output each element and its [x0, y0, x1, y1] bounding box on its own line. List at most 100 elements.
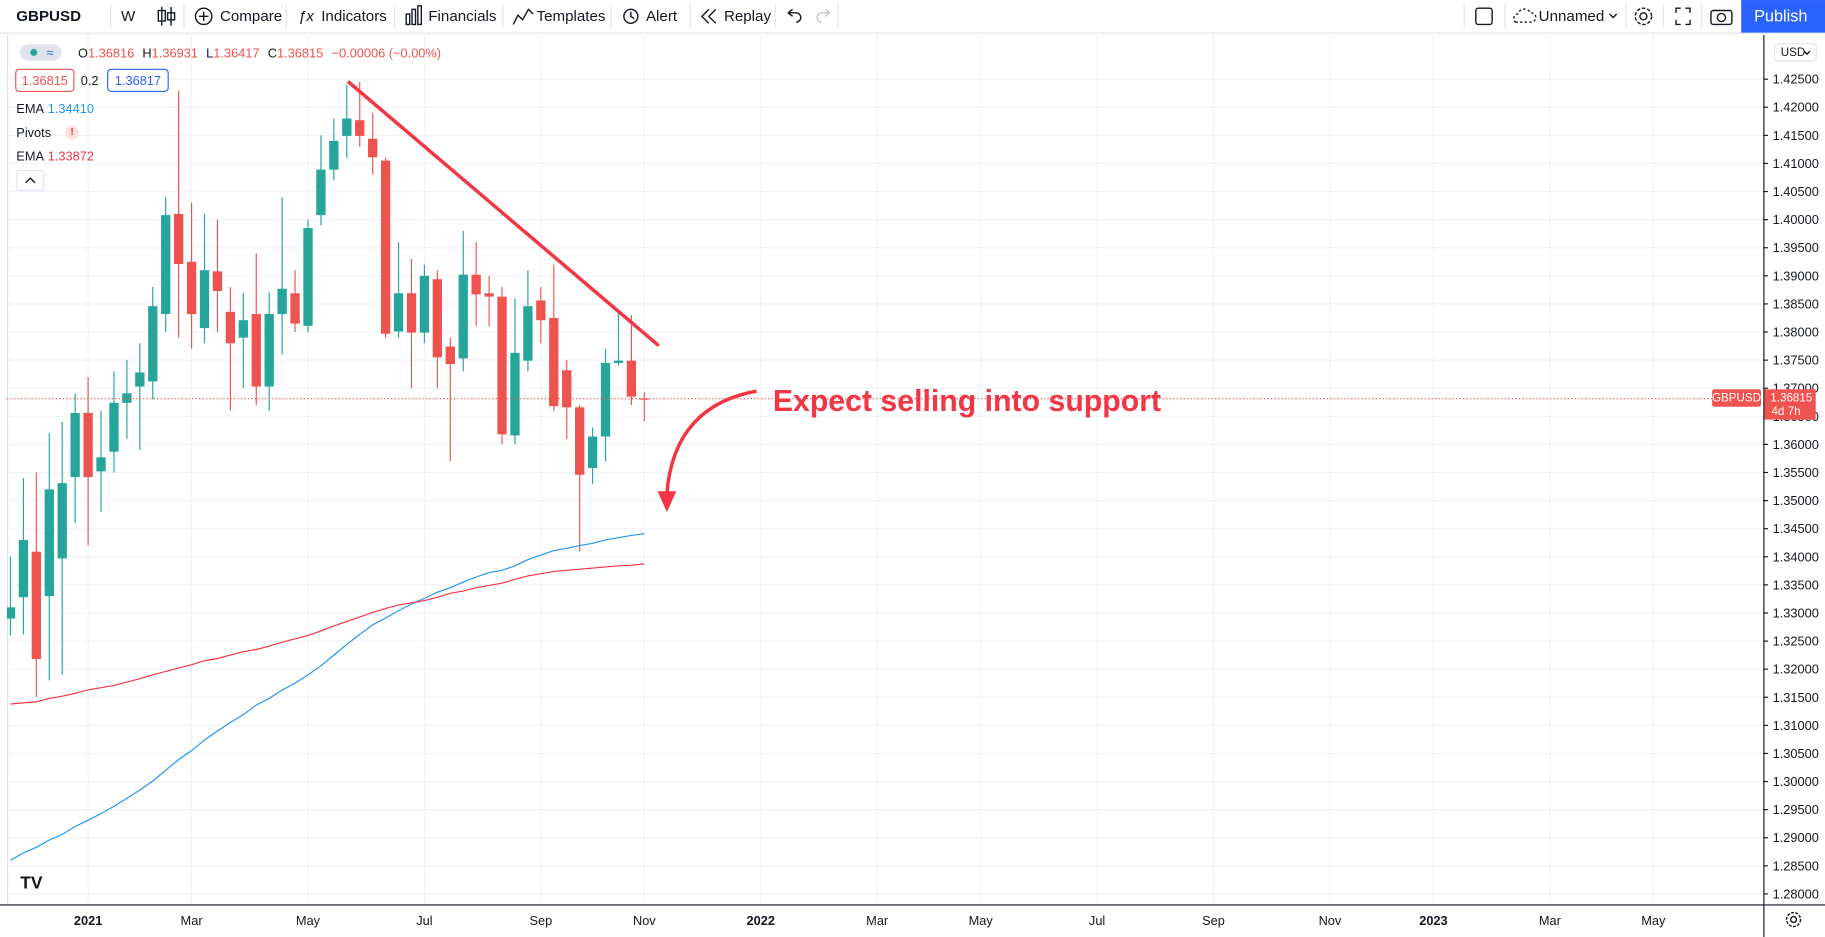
candle-body: [290, 293, 300, 324]
chart-type-button[interactable]: [157, 7, 176, 26]
compare-button[interactable]: Compare: [220, 8, 282, 25]
symbol-button[interactable]: GBPUSD: [16, 8, 81, 25]
x-tick-label: Jul: [1089, 913, 1105, 928]
templates-button[interactable]: Templates: [537, 8, 606, 25]
y-tick-label: 1.31500: [1773, 690, 1819, 705]
y-tick-label: 1.34500: [1773, 521, 1819, 536]
indicator-name[interactable]: EMA: [16, 148, 44, 163]
annotation-text[interactable]: Expect selling into support: [773, 385, 1161, 418]
candle-body: [497, 296, 507, 435]
publish-button-bg[interactable]: [1741, 0, 1825, 33]
publish-button[interactable]: Publish: [1754, 7, 1807, 25]
indicators-button[interactable]: Indicators: [321, 8, 387, 25]
candle-body: [536, 300, 546, 321]
currency-box[interactable]: [1773, 43, 1817, 62]
replay-button[interactable]: Replay: [724, 8, 772, 25]
layout-name[interactable]: Unnamed: [1539, 8, 1605, 25]
candle-body: [96, 457, 106, 472]
alert-icon[interactable]: [623, 8, 639, 25]
x-tick-label: May: [969, 913, 994, 928]
ohlc-value: 1.36417: [213, 45, 259, 60]
toolbar: GBPUSD W Compare ƒx Indicators Financial…: [0, 0, 1825, 34]
candle-body: [251, 314, 261, 387]
y-tick-label: 1.38500: [1773, 296, 1819, 311]
ask: 1.36817: [115, 73, 161, 88]
layout-menu[interactable]: [1609, 13, 1618, 19]
logo[interactable]: TV: [20, 872, 43, 892]
candle-body: [161, 215, 171, 315]
candle-body: [186, 261, 197, 315]
candle-body: [393, 293, 404, 332]
axis-settings[interactable]: [1785, 911, 1802, 928]
financials-button[interactable]: Financials: [428, 8, 497, 25]
redo-button[interactable]: [816, 8, 831, 23]
candle-body: [626, 360, 637, 397]
x-tick-label: Sep: [1202, 913, 1225, 928]
ema-line: [10, 563, 645, 705]
indicators-icon[interactable]: ƒx: [298, 8, 314, 25]
y-tick-label: 1.37500: [1773, 353, 1819, 368]
candle-body: [44, 489, 54, 597]
plot: [6, 81, 1764, 861]
interval-button[interactable]: W: [121, 8, 136, 25]
candle-body: [575, 407, 585, 475]
candle-body: [6, 607, 16, 619]
countdown: 4d 7h: [1771, 405, 1800, 418]
bid-box[interactable]: [15, 68, 75, 92]
warning-mark: !: [70, 127, 74, 138]
candle-body: [57, 483, 67, 559]
y-tick-label: 1.30500: [1773, 746, 1819, 761]
candle-body: [31, 551, 41, 660]
indicator-name[interactable]: Pivots: [16, 125, 51, 140]
currency[interactable]: USD: [1781, 46, 1806, 59]
spread: 0.2: [81, 73, 99, 88]
y-tick-label: 1.29000: [1773, 830, 1819, 845]
y-tick-label: 1.31000: [1773, 718, 1819, 733]
y-tick-label: 1.42000: [1773, 100, 1819, 115]
financials-icon[interactable]: [405, 5, 423, 26]
ohlc-label: H: [142, 45, 151, 60]
candle-body: [510, 352, 520, 436]
candle-body: [587, 436, 598, 469]
candle-body: [600, 362, 611, 437]
x-tick-label: 2023: [1419, 913, 1447, 928]
collapse-legend[interactable]: [16, 169, 45, 191]
candle-body: [238, 320, 248, 338]
y-tick-label: 1.39500: [1773, 240, 1819, 255]
candle-body: [264, 314, 274, 387]
candle-body: [342, 118, 352, 136]
fullscreen-button[interactable]: [1675, 7, 1691, 26]
y-tick-label: 1.33000: [1773, 605, 1819, 620]
candle-body: [173, 214, 184, 265]
arrow[interactable]: [665, 389, 757, 494]
change: −0.00006 (−0.00%): [332, 45, 442, 60]
candle-body: [484, 293, 494, 297]
ohlc-value: 1.36931: [152, 45, 198, 60]
candle-body: [523, 306, 533, 361]
replay-icon[interactable]: [700, 8, 717, 24]
candle-body: [406, 293, 417, 333]
layout-button[interactable]: [1475, 7, 1493, 26]
y-tick-label: 1.34000: [1773, 549, 1819, 564]
y-tick-label: 1.29500: [1773, 802, 1819, 817]
warning-icon[interactable]: [65, 125, 80, 140]
indicator-value: 1.33872: [48, 148, 94, 163]
x-tick-label: Jul: [416, 913, 432, 928]
undo-button[interactable]: [787, 8, 802, 23]
candle-body: [18, 539, 29, 598]
templates-icon[interactable]: [512, 8, 534, 25]
y-tick-label: 1.40000: [1773, 212, 1819, 227]
snapshot-button[interactable]: [1710, 9, 1733, 26]
grid: [6, 34, 1764, 905]
indicator-name[interactable]: EMA: [16, 101, 44, 116]
compare-icon[interactable]: [194, 7, 213, 26]
status-toggle[interactable]: [19, 44, 62, 61]
candle-body: [303, 228, 313, 326]
ask-box[interactable]: [107, 68, 169, 92]
trend-line[interactable]: [346, 80, 660, 348]
last-price-bg: [1764, 389, 1816, 420]
y-tick-label: 1.35500: [1773, 465, 1819, 480]
y-tick-label: 1.30000: [1773, 774, 1819, 789]
alert-button[interactable]: Alert: [646, 8, 678, 25]
